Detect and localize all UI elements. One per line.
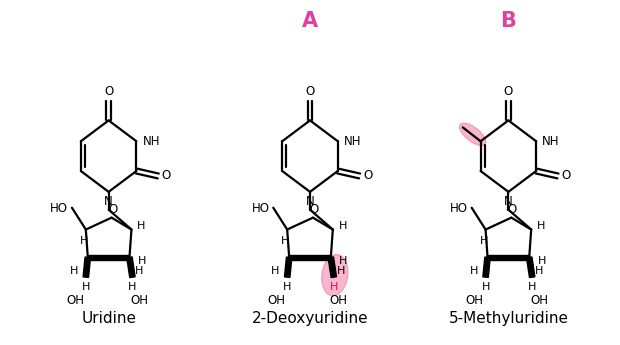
Text: H: H — [469, 266, 478, 276]
Text: H: H — [135, 266, 144, 276]
Text: H: H — [271, 266, 280, 276]
Polygon shape — [83, 257, 91, 277]
Text: OH: OH — [330, 294, 348, 307]
Text: O: O — [104, 85, 113, 98]
Text: NH: NH — [143, 135, 160, 148]
Ellipse shape — [459, 123, 486, 146]
Ellipse shape — [322, 255, 348, 296]
Text: H: H — [283, 282, 291, 292]
Text: N: N — [306, 195, 314, 208]
Text: H: H — [339, 256, 347, 266]
Text: OH: OH — [66, 294, 84, 307]
Text: Uridine: Uridine — [81, 311, 136, 326]
Text: NH: NH — [344, 135, 361, 148]
Text: O: O — [508, 203, 517, 216]
Text: O: O — [108, 203, 117, 216]
Polygon shape — [328, 257, 337, 278]
Polygon shape — [126, 257, 135, 278]
Text: O: O — [363, 169, 372, 183]
Text: H: H — [535, 266, 543, 276]
Text: N: N — [104, 195, 113, 208]
Text: HO: HO — [50, 202, 68, 215]
Text: H: H — [481, 282, 490, 292]
Text: OH: OH — [466, 294, 484, 307]
Text: H: H — [339, 220, 347, 230]
Text: OH: OH — [267, 294, 285, 307]
Text: H: H — [79, 236, 88, 246]
Text: H: H — [330, 282, 338, 292]
Text: A: A — [302, 11, 318, 31]
Text: NH: NH — [542, 135, 560, 148]
Text: O: O — [504, 85, 513, 98]
Text: O: O — [162, 169, 170, 183]
Polygon shape — [487, 255, 529, 260]
Text: 2-Deoxyuridine: 2-Deoxyuridine — [252, 311, 368, 326]
Text: H: H — [537, 220, 546, 230]
Polygon shape — [526, 257, 535, 278]
Text: 5-Methyluridine: 5-Methyluridine — [448, 311, 569, 326]
Polygon shape — [285, 257, 292, 277]
Text: H: H — [528, 282, 536, 292]
Text: H: H — [69, 266, 78, 276]
Text: HO: HO — [450, 202, 468, 215]
Text: H: H — [281, 236, 290, 246]
Polygon shape — [483, 257, 490, 277]
Text: H: H — [128, 282, 136, 292]
Text: H: H — [337, 266, 345, 276]
Text: H: H — [138, 256, 146, 266]
Text: H: H — [479, 236, 488, 246]
Text: HO: HO — [251, 202, 270, 215]
Polygon shape — [289, 255, 331, 260]
Text: H: H — [137, 220, 146, 230]
Text: H: H — [82, 282, 90, 292]
Text: O: O — [561, 169, 570, 183]
Text: H: H — [538, 256, 546, 266]
Text: N: N — [504, 195, 513, 208]
Polygon shape — [88, 255, 130, 260]
Text: O: O — [306, 85, 314, 98]
Text: O: O — [309, 203, 319, 216]
Text: B: B — [500, 11, 516, 31]
Text: OH: OH — [130, 294, 148, 307]
Text: OH: OH — [530, 294, 548, 307]
